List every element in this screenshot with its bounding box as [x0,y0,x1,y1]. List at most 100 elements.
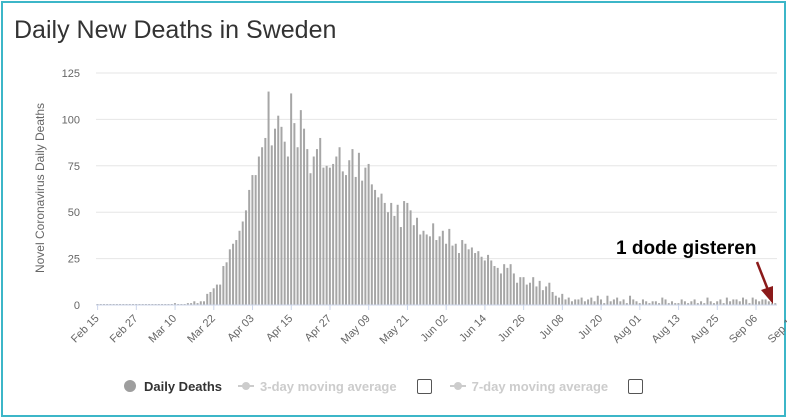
bar[interactable] [445,243,448,305]
bar[interactable] [199,301,202,305]
bar[interactable] [767,301,770,305]
bar[interactable] [457,253,460,305]
bar[interactable] [654,301,657,305]
bar[interactable] [206,293,209,305]
bar[interactable] [496,267,499,305]
bar[interactable] [261,147,264,305]
bar[interactable] [315,149,318,305]
bar[interactable] [303,128,306,305]
bar[interactable] [742,297,744,305]
bar[interactable] [361,180,364,305]
bar[interactable] [306,149,309,305]
bar[interactable] [441,230,444,305]
bar[interactable] [774,303,777,305]
bar[interactable] [700,301,703,305]
bar[interactable] [751,297,754,305]
bar[interactable] [493,266,496,305]
bar[interactable] [638,303,641,305]
bar[interactable] [690,301,693,305]
legend-daily-deaths[interactable]: Daily Deaths [124,379,222,394]
bar[interactable] [619,301,622,305]
bar[interactable] [629,295,632,305]
bar[interactable] [606,295,609,305]
bar[interactable] [296,147,299,305]
bar[interactable] [286,156,289,305]
bar[interactable] [219,284,222,305]
bar[interactable] [745,299,748,305]
bar[interactable] [635,301,638,305]
bar[interactable] [283,141,286,305]
bar[interactable] [209,292,212,305]
bar[interactable] [696,303,699,305]
bar[interactable] [338,147,341,305]
bar[interactable] [725,297,728,305]
bar[interactable] [173,303,176,305]
bar[interactable] [716,301,719,305]
bar[interactable] [425,234,428,305]
bar[interactable] [422,230,425,305]
bar[interactable] [193,301,196,305]
bar[interactable] [599,299,602,305]
toggle-3day-checkbox[interactable] [416,378,432,394]
bar[interactable] [661,297,664,305]
bar[interactable] [190,303,193,305]
bar[interactable] [254,175,257,305]
bar[interactable] [719,299,722,305]
bar[interactable] [257,156,260,305]
bar[interactable] [319,137,322,305]
bar[interactable] [580,297,583,305]
bar[interactable] [761,299,764,305]
bar[interactable] [771,303,774,305]
bar[interactable] [345,175,348,305]
bar[interactable] [590,297,593,305]
bar[interactable] [587,299,590,305]
bar[interactable] [738,301,741,305]
bar[interactable] [532,277,535,305]
bar[interactable] [758,301,761,305]
bar[interactable] [641,299,644,305]
bar[interactable] [383,202,386,305]
bar[interactable] [561,293,564,305]
bar[interactable] [609,301,612,305]
bar[interactable] [687,303,690,305]
bar[interactable] [377,197,380,305]
bar[interactable] [406,202,409,305]
bar[interactable] [535,286,538,305]
bar[interactable] [664,299,667,305]
bar[interactable] [370,184,373,305]
bar[interactable] [632,299,635,305]
bar[interactable] [399,227,402,305]
bar[interactable] [564,299,567,305]
bar[interactable] [545,286,548,305]
bar[interactable] [461,240,464,305]
bar[interactable] [309,173,312,305]
bar[interactable] [467,249,470,305]
bar[interactable] [232,243,235,305]
bar[interactable] [683,301,686,305]
bar[interactable] [474,253,477,305]
bar[interactable] [215,284,218,305]
bar[interactable] [658,303,661,305]
bar[interactable] [477,251,480,305]
bar[interactable] [277,115,280,305]
bar[interactable] [754,299,757,305]
bar[interactable] [487,254,490,305]
bar[interactable] [228,249,231,305]
bar[interactable] [390,202,393,305]
bar[interactable] [238,230,241,305]
bar[interactable] [677,303,680,305]
bar[interactable] [506,267,509,305]
bar[interactable] [248,189,251,305]
bar[interactable] [651,301,654,305]
legend-7day-average[interactable]: 7-day moving average [449,379,608,394]
bar[interactable] [574,299,577,305]
bar[interactable] [364,167,367,305]
bar[interactable] [357,152,360,305]
bar[interactable] [244,210,247,305]
bar[interactable] [528,282,531,305]
bar[interactable] [374,189,377,305]
bar[interactable] [596,295,599,305]
bar[interactable] [667,303,670,305]
bar[interactable] [348,160,351,305]
bar[interactable] [393,215,396,305]
